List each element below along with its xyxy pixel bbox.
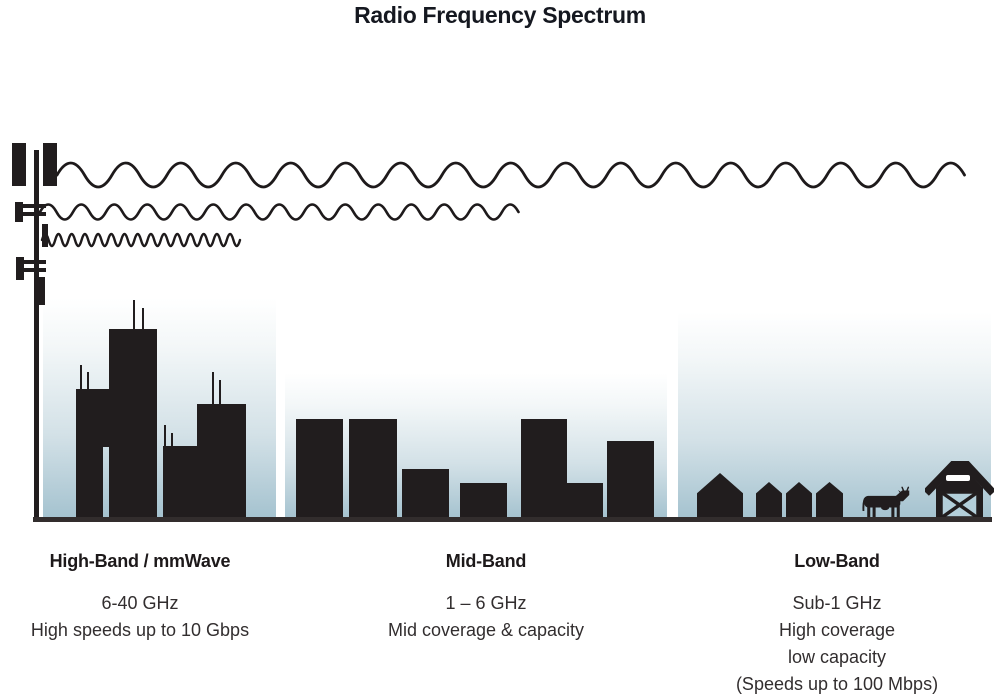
medium-wavelength-wave-icon bbox=[38, 203, 520, 221]
long-wavelength-wave-icon bbox=[55, 161, 966, 189]
skyscraper-wing bbox=[101, 389, 110, 447]
rooftop-antenna bbox=[170, 433, 173, 446]
short-wavelength-wave-icon bbox=[40, 232, 242, 248]
tower-low-crossarm-2 bbox=[16, 268, 46, 272]
mid-building bbox=[296, 419, 343, 520]
page-title: Radio Frequency Spectrum bbox=[354, 2, 646, 28]
band-frequency: 1 – 6 GHz bbox=[445, 593, 527, 613]
tower-side-antenna-2 bbox=[38, 277, 45, 305]
rooftop-antenna bbox=[87, 372, 89, 389]
barn-icon bbox=[925, 461, 994, 520]
mid-building bbox=[402, 469, 449, 520]
rooftop-antenna bbox=[133, 300, 135, 329]
ground-baseline bbox=[33, 517, 992, 522]
cow-icon bbox=[862, 486, 910, 520]
tower-mid-crossarm-2 bbox=[15, 212, 46, 216]
band-heading: Low-Band bbox=[794, 551, 880, 571]
rooftop-antenna bbox=[212, 372, 214, 404]
skyscraper bbox=[197, 404, 246, 520]
mid-building bbox=[460, 483, 507, 520]
band-heading: Mid-Band bbox=[445, 551, 527, 571]
band-frequency: 6-40 GHz bbox=[101, 593, 179, 613]
band-heading: High-Band / mmWave bbox=[49, 551, 231, 571]
mid-building bbox=[607, 441, 654, 520]
tower-low-crossarm-1 bbox=[16, 260, 46, 264]
band-description: low capacity bbox=[787, 647, 887, 667]
tower-antenna-panel-left bbox=[12, 143, 26, 186]
mid-building bbox=[349, 419, 397, 520]
mid-building bbox=[567, 483, 603, 520]
band-frequency: Sub-1 GHz bbox=[792, 593, 882, 613]
radio-waves bbox=[38, 161, 966, 248]
rooftop-antenna bbox=[142, 308, 144, 329]
low-band-label: Low-Band Sub-1 GHz High coverage low cap… bbox=[697, 551, 977, 698]
skyscraper bbox=[163, 446, 197, 520]
band-description: High speeds up to 10 Gbps bbox=[30, 620, 250, 640]
rooftop-antenna bbox=[164, 425, 166, 446]
band-description: High coverage bbox=[778, 620, 896, 640]
skyscraper bbox=[76, 389, 103, 520]
mid-building bbox=[521, 419, 567, 520]
high-band-label: High-Band / mmWave 6-40 GHz High speeds … bbox=[0, 551, 280, 644]
tower-pole bbox=[33, 150, 39, 520]
mid-band-label: Mid-Band 1 – 6 GHz Mid coverage & capaci… bbox=[346, 551, 626, 644]
tower-antenna-panel-right bbox=[43, 143, 57, 186]
tower-mid-crossarm-1 bbox=[15, 204, 46, 208]
tower-side-antenna-1 bbox=[42, 224, 48, 247]
band-description: (Speeds up to 100 Mbps) bbox=[735, 674, 939, 694]
rooftop-antenna bbox=[80, 365, 82, 389]
band-description: Mid coverage & capacity bbox=[387, 620, 585, 640]
skyscraper bbox=[109, 329, 157, 520]
rooftop-antenna bbox=[219, 380, 221, 404]
